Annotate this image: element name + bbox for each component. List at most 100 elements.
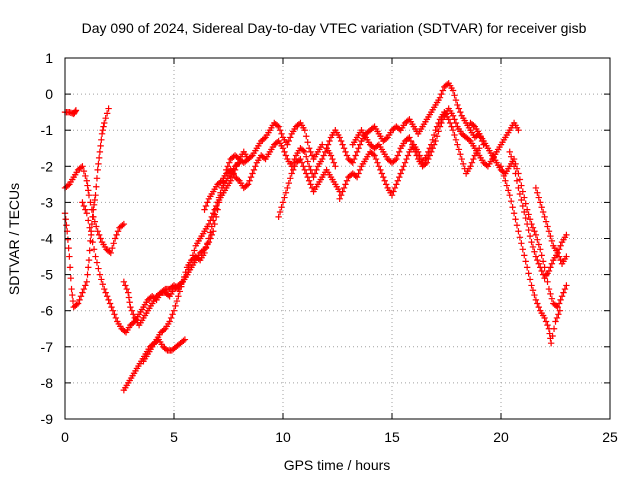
- data-point: [246, 177, 253, 184]
- data-point: [88, 220, 96, 228]
- data-point: [170, 307, 178, 314]
- y-tick-label: 1: [45, 50, 53, 66]
- data-point: [93, 175, 101, 182]
- data-point: [332, 163, 339, 170]
- data-point: [108, 303, 115, 311]
- data-point: [394, 177, 402, 184]
- data-point: [433, 133, 441, 140]
- data-point: [111, 311, 118, 318]
- data-point: [303, 170, 310, 177]
- data-point: [301, 166, 308, 174]
- data-point: [436, 123, 444, 130]
- data-point: [275, 213, 282, 221]
- data-point: [73, 301, 80, 308]
- data-point: [336, 195, 343, 202]
- data-point: [176, 288, 184, 295]
- series-trace-k: [323, 80, 487, 166]
- data-point: [89, 213, 96, 221]
- data-point: [382, 135, 390, 142]
- data-point: [172, 302, 179, 310]
- data-point: [531, 248, 538, 255]
- data-point: [429, 145, 436, 152]
- data-point: [532, 184, 540, 192]
- data-point: [556, 307, 564, 314]
- data-point: [94, 166, 101, 174]
- data-point: [313, 166, 320, 174]
- data-point: [483, 161, 490, 169]
- y-tick-label: -8: [41, 375, 54, 391]
- data-point: [301, 148, 308, 156]
- data-point: [284, 184, 291, 192]
- data-point: [449, 87, 457, 94]
- data-point: [72, 107, 80, 114]
- data-point: [497, 163, 505, 170]
- data-point: [281, 194, 288, 201]
- data-point: [79, 199, 86, 206]
- data-point: [130, 311, 137, 318]
- data-point: [516, 234, 524, 241]
- data-point: [391, 157, 399, 164]
- x-tick-label: 5: [170, 429, 178, 445]
- data-point: [83, 278, 90, 286]
- data-point: [211, 206, 218, 213]
- data-point: [522, 258, 529, 265]
- data-point: [96, 271, 104, 278]
- data-point: [454, 141, 461, 148]
- data-point: [188, 256, 195, 264]
- x-axis-label: GPS time / hours: [284, 457, 391, 473]
- data-point: [372, 155, 380, 163]
- data-point: [90, 206, 97, 213]
- data-point: [86, 247, 93, 254]
- data-point: [103, 293, 111, 300]
- data-point: [401, 159, 409, 166]
- data-point: [234, 176, 242, 183]
- data-point: [95, 265, 102, 272]
- data-point: [349, 159, 356, 166]
- data-point: [97, 235, 104, 242]
- data-point: [97, 142, 104, 150]
- data-point: [548, 237, 556, 245]
- data-point: [282, 152, 290, 159]
- data-point: [382, 181, 390, 188]
- data-point: [375, 163, 383, 170]
- data-point: [521, 252, 528, 259]
- data-point: [542, 318, 550, 325]
- data-point: [396, 148, 403, 156]
- data-point: [166, 318, 173, 325]
- data-point: [83, 177, 90, 184]
- data-point: [371, 152, 378, 159]
- data-point: [84, 182, 91, 189]
- data-point: [355, 170, 362, 177]
- data-point: [525, 226, 532, 234]
- data-point: [538, 252, 545, 259]
- data-point: [407, 137, 415, 145]
- data-point: [545, 267, 553, 275]
- data-point: [162, 346, 170, 353]
- data-point: [120, 220, 128, 228]
- x-tick-label: 0: [61, 429, 69, 445]
- data-point: [64, 182, 72, 189]
- data-point: [519, 246, 526, 253]
- data-point: [244, 181, 252, 188]
- data-point: [552, 318, 559, 325]
- data-point: [202, 202, 210, 210]
- data-point: [303, 153, 310, 160]
- series-trace-p: [497, 163, 564, 347]
- data-point: [554, 303, 561, 311]
- data-point: [438, 90, 445, 98]
- data-point: [336, 134, 343, 141]
- data-point: [305, 145, 313, 152]
- data-point: [69, 297, 77, 305]
- data-point: [519, 202, 526, 210]
- series-trace-h: [183, 119, 326, 278]
- data-point: [195, 255, 202, 263]
- data-point: [69, 291, 76, 299]
- data-point: [291, 163, 298, 170]
- data-point: [521, 208, 528, 216]
- data-point: [101, 119, 108, 127]
- data-point: [452, 136, 460, 144]
- data-point: [555, 246, 563, 253]
- x-tick-label: 20: [493, 429, 509, 445]
- data-point: [208, 213, 215, 221]
